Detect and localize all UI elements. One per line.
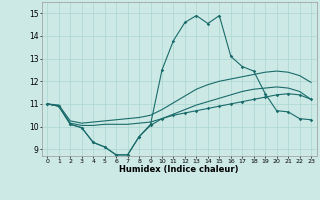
X-axis label: Humidex (Indice chaleur): Humidex (Indice chaleur) <box>119 165 239 174</box>
